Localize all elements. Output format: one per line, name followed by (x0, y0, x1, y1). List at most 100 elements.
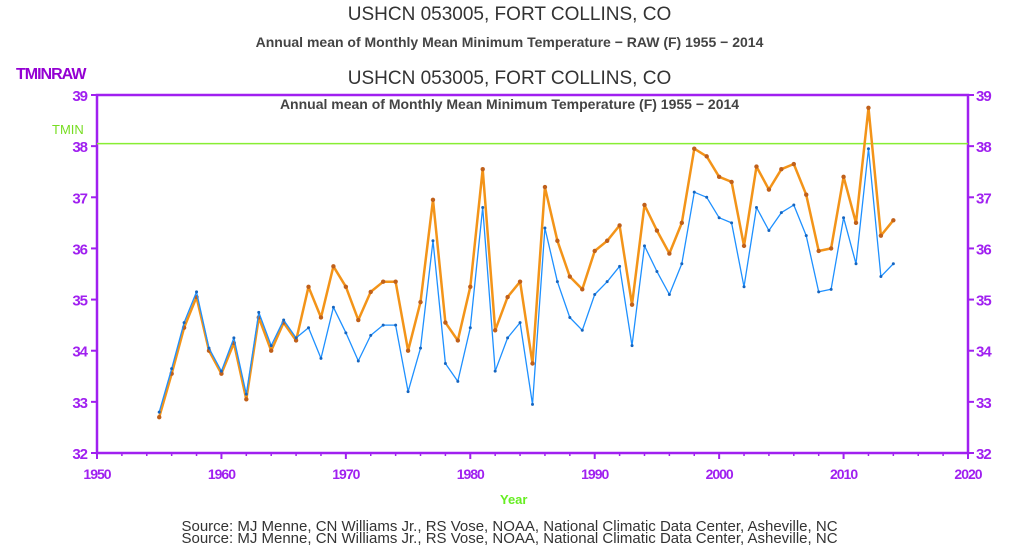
data-point (468, 326, 472, 330)
data-point (654, 228, 660, 233)
data-point (580, 328, 584, 332)
data-point (505, 294, 510, 300)
data-point (828, 246, 834, 251)
data-point (319, 356, 323, 360)
data-point (866, 105, 871, 110)
data-point (829, 287, 833, 291)
data-point (219, 371, 224, 376)
y-tick-label-right: 35 (976, 293, 991, 310)
data-point (879, 275, 883, 279)
data-point (431, 239, 435, 243)
data-point (555, 238, 560, 243)
data-point (157, 415, 162, 420)
y-tick-label: 38 (72, 139, 87, 156)
series-line (158, 148, 894, 413)
data-point (219, 369, 223, 373)
data-point (405, 348, 411, 353)
tmin-reference-label: TMIN (52, 122, 84, 137)
data-point (430, 197, 436, 203)
plot-frame (95, 93, 970, 455)
x-tick-label: 1950 (83, 466, 111, 482)
data-point (704, 154, 709, 159)
data-point (443, 320, 448, 325)
data-point (692, 146, 697, 151)
y-tick-label: 34 (72, 344, 88, 361)
data-point (854, 262, 858, 266)
data-point (157, 410, 161, 414)
data-point (344, 331, 348, 335)
data-point (779, 166, 784, 172)
data-point (269, 348, 274, 353)
data-point (592, 248, 597, 254)
data-point (629, 302, 635, 307)
data-point (331, 305, 335, 309)
data-point (380, 279, 386, 284)
data-point (779, 211, 783, 215)
data-point (356, 359, 360, 363)
y-tick-label-right: 34 (976, 344, 992, 361)
data-point (331, 264, 336, 269)
data-point (741, 243, 747, 249)
data-point (667, 292, 671, 296)
data-point (170, 367, 174, 371)
data-point (841, 174, 846, 180)
y-tick-label: 32 (72, 446, 87, 463)
data-point (679, 220, 685, 226)
data-point (891, 262, 895, 266)
data-point (207, 346, 211, 350)
x-tick-label: 1960 (208, 466, 236, 482)
data-point (443, 362, 447, 365)
data-point (195, 290, 199, 294)
data-point (517, 279, 523, 284)
x-tick-label: 2020 (954, 466, 982, 482)
data-point (468, 284, 473, 289)
data-point (792, 203, 796, 207)
y-tick-label-right: 37 (976, 190, 991, 207)
x-axis-label: Year (500, 492, 528, 507)
series-line (157, 106, 895, 418)
y-tick-label: 37 (72, 190, 87, 207)
data-point (580, 287, 585, 292)
y-tick-label-right: 39 (976, 88, 991, 105)
data-point (318, 315, 324, 320)
y-tick-label: 36 (72, 241, 87, 258)
data-point (293, 338, 299, 343)
data-point (394, 323, 398, 327)
y-tick-label-right: 38 (976, 139, 991, 156)
data-point (518, 321, 522, 325)
data-point (804, 192, 809, 197)
data-point (481, 206, 485, 210)
y-tick-label-right: 32 (976, 446, 991, 463)
data-point (232, 336, 236, 340)
page-title: USHCN 053005, FORT COLLINS, CO (347, 4, 672, 25)
x-tick-label: 1990 (581, 466, 609, 482)
y-tick-label: 35 (72, 293, 87, 310)
data-point (642, 202, 647, 208)
data-point (369, 333, 373, 337)
x-tick-label: 1980 (457, 466, 485, 482)
data-point (343, 284, 349, 289)
data-point (878, 233, 884, 238)
data-point (716, 174, 722, 180)
data-point (630, 344, 634, 348)
chart-title: USHCN 053005, FORT COLLINS, CO (347, 68, 672, 89)
data-point (307, 326, 311, 330)
data-point (244, 392, 248, 396)
data-point (705, 195, 709, 199)
page-subtitle: Annual mean of Monthly Mean Minimum Temp… (255, 34, 764, 50)
data-point (368, 289, 373, 295)
data-point (816, 248, 821, 254)
data-point (381, 323, 385, 327)
data-point (555, 280, 559, 284)
data-point (506, 336, 510, 340)
data-point (742, 285, 746, 289)
data-point (605, 280, 609, 284)
chart-subtitle: Annual mean of Monthly Mean Minimum Temp… (279, 96, 740, 112)
data-point (244, 397, 249, 402)
data-point (492, 328, 498, 333)
data-point (842, 216, 846, 220)
data-point (730, 221, 734, 225)
y-tick-label-right: 33 (976, 395, 991, 412)
data-point (680, 262, 684, 266)
